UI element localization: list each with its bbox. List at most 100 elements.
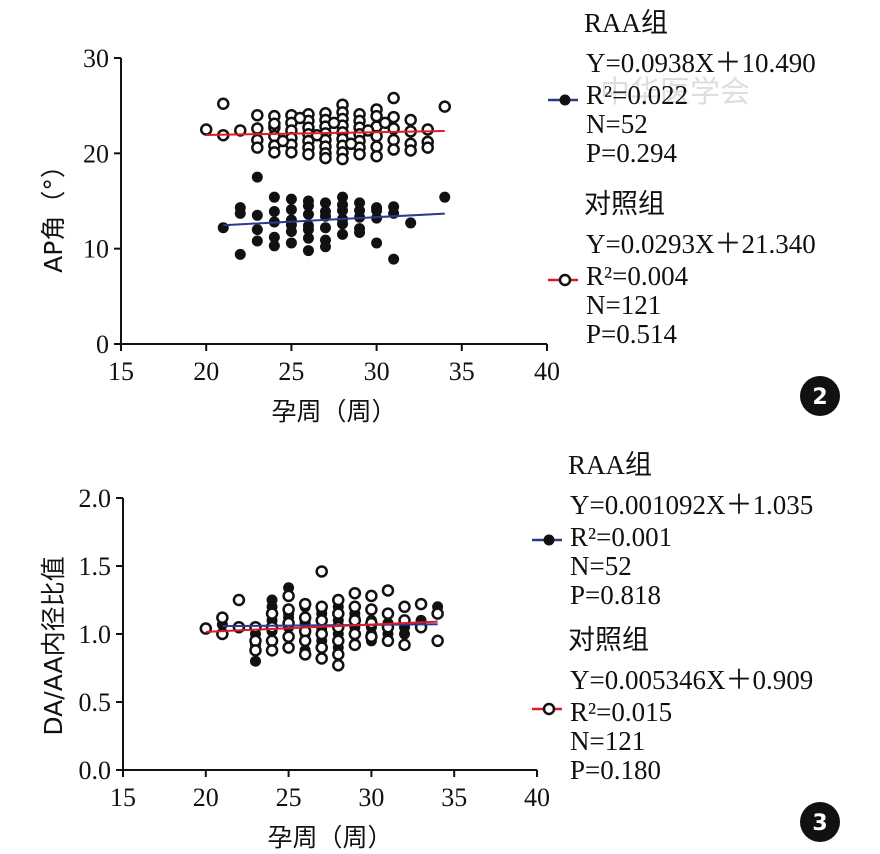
- ctrl-point: [216, 611, 229, 624]
- raa-point: [354, 197, 366, 209]
- raa-point: [354, 226, 366, 238]
- ctrl-point: [387, 91, 400, 105]
- raa-point: [251, 209, 263, 221]
- ctrl-point: [348, 586, 362, 600]
- raa-n: N=52: [570, 551, 632, 581]
- ctrl-point: [249, 644, 262, 657]
- ctrl-point: [332, 593, 345, 607]
- raa-legend-title: RAA组: [584, 8, 668, 38]
- y-tick-label: 0.5: [79, 688, 112, 717]
- raa-point: [319, 241, 331, 253]
- raa-point: [251, 235, 263, 247]
- ctrl-point: [315, 627, 328, 641]
- raa-point: [302, 224, 314, 236]
- ctrl-equation: Y=0.005346X＋0.909: [570, 665, 813, 695]
- badge-number: 3: [812, 811, 827, 836]
- raa-points: [217, 171, 451, 265]
- ctrl-point: [282, 589, 295, 603]
- ctrl-point: [216, 97, 230, 111]
- ctrl-point: [251, 141, 264, 154]
- x-tick-label: 25: [276, 783, 302, 812]
- raa-point: [217, 222, 229, 234]
- raa-point: [319, 197, 331, 209]
- ctrl-point: [365, 616, 378, 630]
- raa-fit-line: [222, 623, 438, 628]
- y-tick-label: 1.5: [79, 552, 112, 581]
- raa-legend-marker: [543, 534, 555, 546]
- ctrl-point: [232, 593, 246, 607]
- x-axis-title: 孕周（周）: [271, 397, 396, 426]
- raa-point: [302, 245, 314, 257]
- ctrl-point: [414, 597, 428, 611]
- ctrl-point: [315, 565, 328, 578]
- ctrl-point: [438, 100, 452, 113]
- ctrl-point: [398, 638, 411, 652]
- ctrl-point: [387, 143, 400, 156]
- y-tick-label: 20: [83, 139, 109, 168]
- ctrl-point: [268, 117, 281, 131]
- ctrl-point: [310, 128, 324, 142]
- y-tick-label: 1.0: [79, 620, 112, 649]
- raa-point: [371, 205, 383, 217]
- ctrl-point: [361, 124, 375, 137]
- ctrl-fit-line: [206, 130, 445, 136]
- raa-equation: Y=0.0938X＋10.490: [586, 48, 816, 78]
- ctrl-point: [348, 614, 362, 627]
- y-tick-label: 10: [83, 235, 109, 264]
- x-tick-label: 25: [278, 357, 304, 386]
- raa-point: [319, 222, 331, 234]
- ctrl-point: [353, 148, 366, 161]
- raa-point: [285, 193, 297, 205]
- ctrl-point: [315, 614, 328, 627]
- x-tick-label: 15: [108, 357, 134, 386]
- ctrl-point: [365, 603, 378, 616]
- ctrl-point: [332, 648, 345, 661]
- ctrl-point: [344, 137, 358, 151]
- ctrl-point: [298, 634, 312, 648]
- raa-point: [285, 237, 297, 249]
- chart-panel-ap-angle: 15 20 25 30 35 40 0 10 20 30 孕周（周） AP角（°） RAA组 Y=0.09…: [39, 8, 840, 426]
- figure-number-badge: 2: [800, 376, 840, 416]
- ctrl-point: [298, 611, 312, 624]
- ctrl-point: [404, 144, 417, 157]
- ctrl-r2: R²=0.004: [586, 261, 689, 291]
- x-tick-label: 35: [441, 783, 467, 812]
- raa-point: [319, 205, 331, 217]
- raa-r2: R²=0.001: [570, 522, 672, 552]
- ctrl-point: [421, 123, 434, 136]
- ctrl-point: [431, 634, 444, 648]
- ctrl-point: [348, 600, 362, 614]
- ctrl-point: [431, 607, 444, 620]
- x-tick-label: 35: [449, 357, 475, 386]
- ctrl-point: [265, 644, 279, 657]
- ctrl-points: [199, 91, 452, 166]
- raa-point: [302, 200, 314, 212]
- raa-legend-title: RAA组: [568, 450, 652, 480]
- ctrl-point: [381, 584, 395, 597]
- raa-point: [268, 191, 280, 203]
- ctrl-point: [365, 630, 378, 643]
- ctrl-point: [293, 111, 307, 125]
- ctrl-point: [319, 151, 332, 165]
- ctrl-p: P=0.514: [586, 319, 677, 349]
- raa-point: [268, 205, 280, 217]
- ctrl-point: [381, 607, 395, 620]
- x-tick-label: 30: [364, 357, 390, 386]
- ctrl-legend-title: 对照组: [568, 625, 649, 655]
- raa-fit-line: [223, 212, 445, 227]
- ctrl-point: [348, 638, 362, 652]
- raa-p: P=0.294: [586, 138, 677, 168]
- ctrl-p: P=0.180: [570, 755, 661, 785]
- y-tick-label: 30: [83, 44, 109, 73]
- ctrl-point: [381, 634, 395, 648]
- raa-point: [249, 655, 261, 667]
- ctrl-point: [387, 110, 400, 124]
- ctrl-point: [282, 641, 295, 654]
- raa-point: [337, 191, 349, 203]
- ctrl-point: [378, 116, 392, 130]
- ctrl-point: [276, 134, 290, 148]
- ctrl-point: [282, 630, 295, 643]
